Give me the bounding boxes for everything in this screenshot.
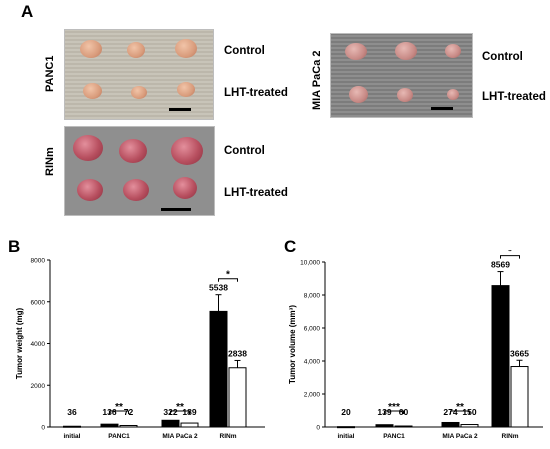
data-label: 5538 <box>209 283 228 293</box>
y-tick-label: 10,000 <box>300 260 320 267</box>
data-label: 8569 <box>491 260 510 270</box>
significance-marker: ** <box>115 402 123 413</box>
bar <box>209 310 228 428</box>
category-label: initial <box>64 433 81 440</box>
category-label: PANC1 <box>108 433 130 440</box>
rinm-cell-label: RINm <box>44 147 56 176</box>
significance-marker: ** <box>176 402 184 413</box>
tumor <box>345 43 367 60</box>
tumor <box>177 82 195 97</box>
y-tick-label: 2,000 <box>304 392 321 399</box>
panel-c-letter: C <box>284 237 297 256</box>
significance-marker: * <box>508 250 512 258</box>
significance-bracket <box>218 278 238 282</box>
panc1-cell-label: PANC1 <box>44 55 56 92</box>
y-tick-label: 0 <box>316 425 320 432</box>
y-tick-label: 4000 <box>31 341 46 348</box>
significance-marker: ** <box>456 402 464 413</box>
y-tick-label: 6000 <box>31 299 46 306</box>
y-tick-label: 8,000 <box>304 293 321 300</box>
mia-cell-label: MIA PaCa 2 <box>311 50 323 110</box>
y-axis-label: Tumor weight (mg) <box>15 307 24 379</box>
bar <box>161 419 180 428</box>
tumor <box>173 177 197 199</box>
tumor <box>447 89 459 100</box>
tumor <box>175 39 197 58</box>
tumor <box>395 42 417 60</box>
data-label: 2838 <box>228 348 247 358</box>
panc1-lht-label: LHT-treated <box>224 87 288 99</box>
tumor <box>73 135 103 161</box>
significance-bracket <box>170 410 190 414</box>
scale-bar <box>431 107 453 110</box>
tumor <box>119 139 147 163</box>
rinm-photo <box>64 126 215 216</box>
data-label: 36 <box>67 407 77 417</box>
tumor <box>77 179 103 201</box>
bar <box>63 425 81 428</box>
significance-bracket <box>500 255 520 259</box>
tumor <box>127 42 145 58</box>
category-label: PANC1 <box>383 433 405 440</box>
bar <box>337 426 355 429</box>
bar <box>460 424 479 428</box>
bar <box>100 423 119 428</box>
category-label: initial <box>338 433 355 440</box>
category-label: RINm <box>220 433 237 440</box>
significance-marker: * <box>226 270 230 281</box>
y-tick-label: 8000 <box>31 258 46 265</box>
y-tick-label: 4,000 <box>304 359 321 366</box>
y-tick-label: 6,000 <box>304 326 321 333</box>
bar <box>375 424 394 428</box>
bar <box>491 285 510 428</box>
panc1-control-label: Control <box>224 45 265 57</box>
tumor <box>445 44 461 58</box>
tumor <box>171 137 203 165</box>
significance-bracket <box>450 410 470 414</box>
y-axis-label: Tumor volume (mm³) <box>288 305 297 384</box>
tumor-volume-chart: 0 2,000 4,000 6,000 8,000 10,000 Tumor volume … <box>288 250 543 440</box>
y-tick-label: 2000 <box>31 383 46 390</box>
scale-bar <box>161 208 191 211</box>
tumor <box>83 83 102 99</box>
panel-a-letter: A <box>21 2 34 21</box>
tumor <box>123 179 149 201</box>
tumor <box>349 86 368 103</box>
y-tick-label: 0 <box>41 425 45 432</box>
tumor-weight-chart: 0 2000 4000 6000 8000 Tumor weight (mg) 36 init… <box>15 258 265 440</box>
rinm-control-label: Control <box>224 145 265 157</box>
bar <box>510 366 529 428</box>
significance-bracket <box>109 410 129 414</box>
tumor <box>397 88 413 102</box>
significance-marker: *** <box>388 402 400 413</box>
mia-control-label: Control <box>482 51 523 63</box>
panc1-photo <box>64 29 214 120</box>
panel-b-letter: B <box>8 237 21 256</box>
rinm-lht-label: LHT-treated <box>224 187 288 199</box>
tumor <box>131 86 147 99</box>
bar <box>441 421 460 428</box>
category-label: MIA PaCa 2 <box>162 433 198 440</box>
bar <box>394 425 413 428</box>
significance-bracket <box>384 410 404 414</box>
tumor <box>80 40 102 58</box>
category-label: MIA PaCa 2 <box>442 433 478 440</box>
bar <box>180 422 199 428</box>
bar <box>119 424 138 428</box>
mia-lht-label: LHT-treated <box>482 91 546 103</box>
bar <box>228 367 247 428</box>
data-label: 3665 <box>510 348 529 358</box>
scale-bar <box>169 108 191 111</box>
category-label: RINm <box>502 433 519 440</box>
mia-paca2-photo <box>330 33 473 118</box>
data-label: 20 <box>341 407 351 417</box>
